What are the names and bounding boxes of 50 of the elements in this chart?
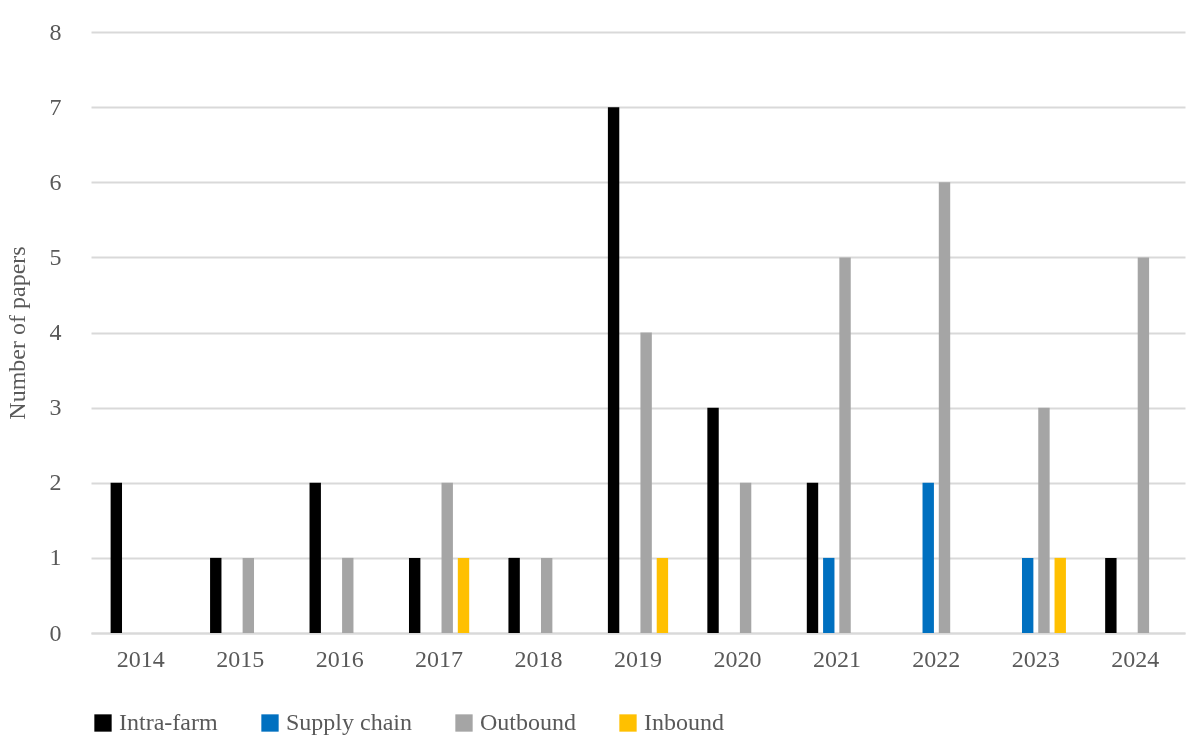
bar <box>1054 557 1066 633</box>
bar <box>1105 557 1117 633</box>
bar <box>806 482 819 633</box>
bar <box>823 557 835 633</box>
bar <box>508 557 520 633</box>
bar <box>640 332 652 633</box>
x-tick-label: 2021 <box>812 645 861 672</box>
y-tick-label: 7 <box>49 93 62 120</box>
y-tick-label: 6 <box>49 168 62 195</box>
bar <box>607 107 620 633</box>
x-tick-label: 2016 <box>315 645 364 672</box>
x-tick-label: 2017 <box>415 645 464 672</box>
bar <box>1038 407 1050 633</box>
bar <box>342 557 354 633</box>
bar <box>441 482 453 633</box>
x-tick-label: 2014 <box>116 645 165 672</box>
x-tick-label: 2024 <box>1111 645 1160 672</box>
bar <box>739 482 752 633</box>
bar <box>540 557 553 633</box>
bar <box>309 482 321 633</box>
y-axis-title: Number of papers <box>3 246 30 420</box>
bar <box>938 182 951 633</box>
y-tick-label: 0 <box>49 619 62 646</box>
y-tick-label: 2 <box>49 469 62 496</box>
bar <box>656 557 669 633</box>
legend-label: Intra-farm <box>119 709 218 735</box>
bar <box>110 482 123 633</box>
x-tick-label: 2015 <box>216 645 265 672</box>
y-tick-label: 1 <box>49 544 62 571</box>
bar <box>210 557 222 633</box>
bar <box>707 407 719 633</box>
x-tick-label: 2019 <box>614 645 662 672</box>
y-tick-label: 5 <box>49 243 62 270</box>
bar <box>457 557 470 633</box>
legend-label: Inbound <box>644 709 724 735</box>
bar <box>242 557 255 633</box>
bar <box>1137 257 1150 633</box>
x-tick-label: 2023 <box>1011 645 1060 672</box>
bar <box>922 482 934 633</box>
legend-label: Supply chain <box>286 709 412 735</box>
x-tick-label: 2018 <box>514 645 563 672</box>
y-tick-label: 3 <box>49 394 62 421</box>
bar <box>408 557 421 633</box>
bar <box>839 257 851 633</box>
x-tick-label: 2022 <box>912 645 961 672</box>
legend-label: Outbound <box>480 709 576 735</box>
y-tick-label: 4 <box>49 319 62 345</box>
bar <box>1021 557 1034 633</box>
y-tick-label: 8 <box>49 18 62 45</box>
x-tick-label: 2020 <box>713 645 762 672</box>
